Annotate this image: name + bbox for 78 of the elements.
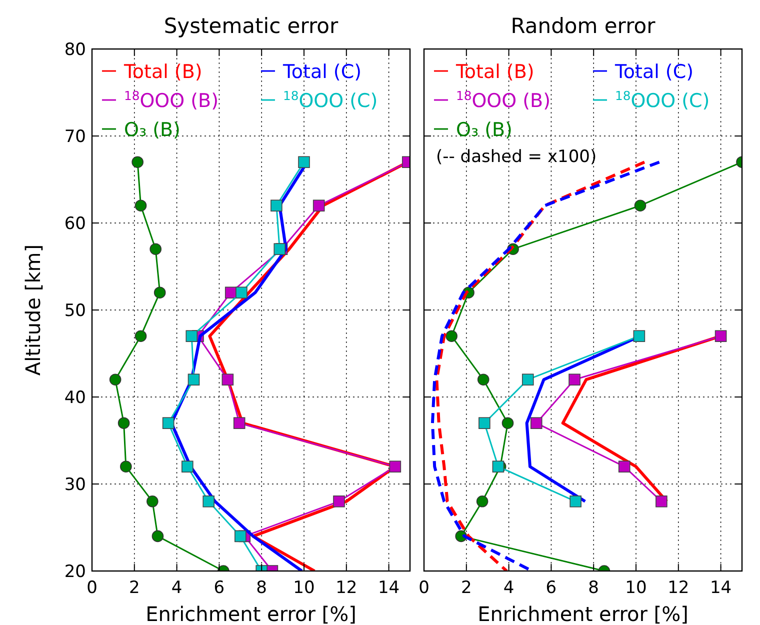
x-tick-label: 12	[668, 578, 690, 598]
x-tick-label: 8	[588, 578, 600, 598]
point	[118, 417, 130, 429]
point	[714, 330, 727, 342]
point	[134, 200, 147, 212]
legend-label: Total (C)	[282, 61, 362, 83]
point	[633, 330, 646, 342]
y-tick-label: 40	[64, 388, 86, 408]
legend-label: Total (C)	[614, 61, 694, 83]
x-tick-label: 2	[128, 578, 140, 598]
point	[502, 417, 514, 429]
y-tick-label: 20	[64, 562, 86, 582]
x-tick-label: 14	[378, 578, 400, 598]
point	[446, 330, 458, 342]
annotation: (-- dashed = x100)	[436, 147, 597, 167]
x-tick-label: 14	[710, 578, 732, 598]
x-tick-label: 0	[418, 578, 430, 598]
x-tick-label: 2	[460, 578, 472, 598]
point	[570, 496, 582, 508]
point	[162, 417, 174, 429]
legend-label: $^{18}$OOO (C)	[615, 89, 710, 112]
point	[146, 496, 158, 508]
point	[476, 496, 488, 508]
point	[120, 460, 132, 472]
point	[389, 460, 402, 472]
y-tick-label: 50	[64, 301, 86, 321]
y-tick-label: 60	[64, 214, 86, 234]
x-axis-title: Enrichment error [%]	[146, 602, 356, 625]
x-tick-label: 6	[214, 578, 225, 598]
y-tick-label: 80	[64, 40, 86, 60]
legend-label: Total (B)	[123, 61, 202, 83]
point	[132, 156, 144, 168]
x-tick-label: 0	[86, 578, 98, 598]
point	[236, 286, 248, 298]
point	[182, 460, 194, 472]
point	[150, 243, 162, 255]
x-tick-label: 10	[625, 578, 647, 598]
legend-label: $^{18}$OOO (B)	[456, 89, 550, 112]
point	[618, 460, 630, 472]
y-tick-label: 70	[64, 127, 86, 147]
legend-label: O₃ (B)	[456, 119, 512, 141]
point	[224, 286, 237, 298]
legend-label: $^{18}$OOO (B)	[124, 89, 218, 112]
point	[109, 374, 122, 386]
chart-title: Systematic error	[164, 14, 339, 38]
legend-label: $^{18}$OOO (C)	[283, 89, 378, 112]
point	[234, 530, 246, 542]
point	[568, 374, 580, 386]
chart-title: Random error	[510, 14, 656, 38]
x-tick-label: 12	[336, 578, 358, 598]
x-tick-label: 8	[256, 578, 268, 598]
point	[154, 286, 166, 298]
point	[222, 374, 234, 386]
x-tick-label: 4	[171, 578, 182, 598]
legend-label: O₃ (B)	[124, 119, 180, 141]
x-tick-label: 10	[293, 578, 315, 598]
y-tick-label: 30	[64, 475, 86, 495]
x-axis-title: Enrichment error [%]	[478, 602, 688, 625]
point	[233, 417, 246, 429]
point	[634, 200, 646, 212]
point	[270, 200, 282, 212]
x-tick-label: 4	[503, 578, 514, 598]
point	[134, 330, 147, 342]
legend-label: Total (B)	[455, 61, 534, 83]
point	[522, 374, 534, 386]
point	[152, 530, 164, 542]
point	[656, 496, 668, 508]
point	[298, 156, 310, 168]
point	[333, 496, 345, 508]
y-axis-title: Altitude [km]	[21, 244, 45, 376]
point	[202, 496, 214, 508]
point	[530, 417, 542, 429]
point	[477, 374, 490, 386]
x-tick-label: 6	[546, 578, 557, 598]
point	[478, 417, 490, 429]
point	[186, 330, 198, 342]
point	[312, 200, 325, 212]
point	[188, 374, 200, 386]
